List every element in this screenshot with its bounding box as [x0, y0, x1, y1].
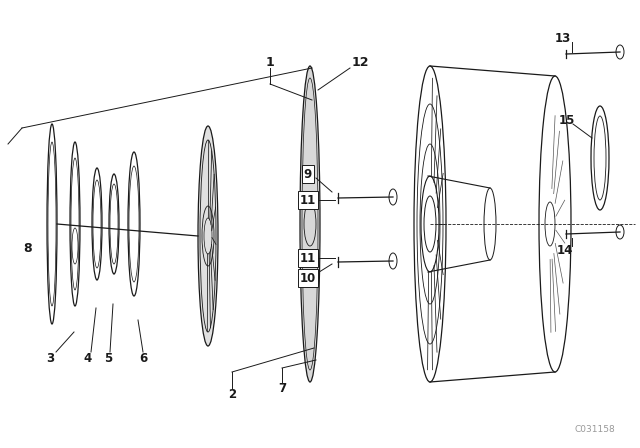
- Text: 14: 14: [557, 244, 573, 257]
- Polygon shape: [430, 66, 555, 382]
- Text: C031158: C031158: [575, 426, 616, 435]
- Text: 8: 8: [24, 241, 32, 254]
- Text: 1: 1: [266, 56, 275, 69]
- Text: 9: 9: [304, 168, 312, 181]
- Text: 13: 13: [555, 31, 571, 44]
- Text: 7: 7: [278, 382, 286, 395]
- Text: 2: 2: [228, 388, 236, 401]
- Text: 10: 10: [300, 271, 316, 284]
- Text: 11: 11: [300, 194, 316, 207]
- Text: 11: 11: [300, 251, 316, 264]
- Text: 4: 4: [84, 352, 92, 365]
- Text: 5: 5: [104, 352, 112, 365]
- Text: 3: 3: [46, 352, 54, 365]
- Ellipse shape: [198, 126, 218, 346]
- Text: 6: 6: [139, 352, 147, 365]
- Text: 15: 15: [559, 113, 575, 126]
- Text: 12: 12: [351, 56, 369, 69]
- Ellipse shape: [300, 66, 320, 382]
